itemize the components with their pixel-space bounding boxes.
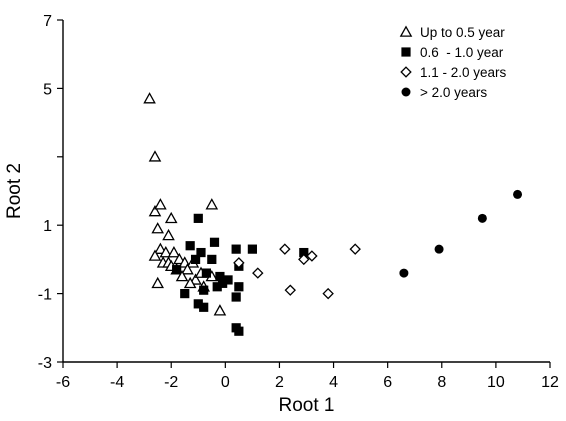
- legend-label: Up to 0.5 year: [420, 25, 505, 40]
- data-point: [164, 211, 178, 224]
- data-point: [233, 257, 245, 269]
- x-tick-label: -4: [110, 374, 124, 391]
- data-point: [212, 282, 222, 292]
- legend-label: > 2.0 years: [420, 85, 487, 100]
- data-point: [218, 278, 228, 288]
- data-point: [183, 276, 197, 289]
- data-point: [205, 198, 219, 210]
- data-point: [223, 275, 233, 285]
- series-1: [143, 92, 227, 316]
- y-tick-label: 1: [43, 218, 52, 235]
- x-tick-label: -2: [164, 374, 178, 391]
- legend-item: > 2.0 years: [401, 85, 487, 100]
- data-point: [151, 276, 164, 289]
- data-point: [196, 247, 206, 258]
- series-3: [233, 243, 361, 300]
- series-2: [172, 213, 309, 336]
- data-point: [190, 254, 201, 264]
- data-point: [154, 242, 167, 254]
- data-point: [234, 326, 244, 336]
- x-axis-title: Root 1: [279, 395, 335, 416]
- x-tick-label: 12: [541, 374, 559, 391]
- data-point: [154, 198, 167, 210]
- data-point: [279, 243, 291, 255]
- legend-marker: [399, 25, 413, 37]
- data-point: [434, 244, 444, 254]
- data-point: [349, 243, 361, 255]
- data-point: [231, 292, 241, 302]
- x-tick-label: 4: [329, 374, 338, 391]
- legend-marker: [400, 66, 412, 78]
- data-point: [231, 244, 241, 254]
- legend-marker: [401, 47, 411, 57]
- x-tick-label: -6: [56, 374, 70, 391]
- data-point: [167, 246, 181, 258]
- data-point: [189, 273, 202, 285]
- x-tick-label: 6: [383, 374, 392, 391]
- data-point: [172, 265, 182, 275]
- x-tick-label: 8: [437, 374, 446, 391]
- data-point: [148, 249, 162, 261]
- x-tick-label: 0: [221, 374, 230, 391]
- data-point: [513, 189, 523, 199]
- data-point: [284, 284, 296, 296]
- data-point: [215, 271, 225, 282]
- x-tick-label: 2: [275, 374, 284, 391]
- data-point: [185, 241, 195, 251]
- legend-item: 1.1 - 2.0 years: [400, 65, 507, 80]
- data-points: [143, 92, 523, 336]
- data-point: [180, 289, 190, 299]
- x-tick-label: 10: [487, 374, 505, 391]
- data-point: [148, 150, 162, 162]
- data-point: [173, 252, 186, 265]
- data-point: [162, 228, 175, 241]
- data-point: [193, 213, 203, 223]
- legend-item: Up to 0.5 year: [399, 25, 505, 40]
- legend-marker: [401, 87, 411, 97]
- y-axis-ticks: -3 -1 1 5 7: [38, 13, 63, 372]
- data-point: [199, 285, 209, 295]
- y-tick-label: -1: [38, 287, 52, 304]
- data-point: [477, 213, 487, 223]
- legend-label: 0.6 - 1.0 year: [420, 45, 504, 60]
- data-point: [209, 237, 220, 247]
- data-point: [298, 253, 310, 266]
- y-tick-label: 7: [43, 13, 52, 30]
- data-point: [151, 222, 164, 234]
- data-point: [213, 304, 227, 316]
- data-point: [201, 268, 211, 278]
- legend-label: 1.1 - 2.0 years: [420, 65, 507, 80]
- data-point: [399, 268, 409, 278]
- y-axis-title: Root 2: [4, 163, 25, 219]
- data-point: [159, 246, 173, 258]
- y-tick-label: -3: [38, 355, 52, 372]
- data-point: [252, 267, 264, 279]
- data-point: [148, 204, 162, 217]
- data-point: [234, 282, 244, 292]
- legend: Up to 0.5 year 0.6 - 1.0 year 1.1 - 2.0 ye…: [399, 25, 507, 100]
- data-point: [181, 263, 194, 275]
- data-point: [193, 299, 203, 309]
- data-point: [322, 287, 334, 300]
- series-4: [399, 189, 523, 278]
- y-tick-label: 5: [43, 81, 52, 98]
- data-point: [207, 254, 217, 264]
- data-point: [199, 302, 209, 312]
- x-axis-ticks: -6 -4 -2 0 2 4 6 8 10 12: [56, 362, 559, 391]
- data-point: [247, 244, 257, 254]
- data-point: [143, 92, 156, 104]
- legend-item: 0.6 - 1.0 year: [401, 45, 504, 60]
- data-point: [175, 269, 189, 282]
- data-point: [306, 250, 318, 262]
- data-point: [299, 247, 309, 258]
